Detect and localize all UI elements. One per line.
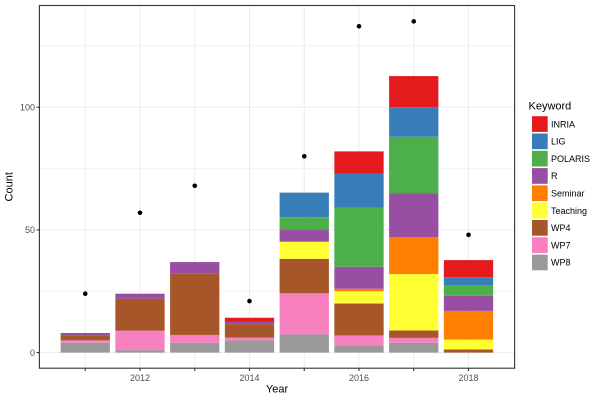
svg-text:R: R: [551, 171, 558, 181]
svg-text:100: 100: [20, 102, 35, 112]
svg-text:2018: 2018: [458, 373, 478, 383]
svg-text:50: 50: [25, 225, 35, 235]
svg-text:Seminar: Seminar: [551, 188, 585, 198]
svg-text:0: 0: [30, 348, 35, 358]
svg-text:2014: 2014: [239, 373, 259, 383]
svg-text:WP8: WP8: [551, 258, 571, 268]
svg-text:Year: Year: [266, 384, 289, 396]
svg-text:POLARIS: POLARIS: [551, 154, 590, 164]
svg-text:Keyword: Keyword: [529, 101, 572, 113]
svg-text:INRIA: INRIA: [551, 119, 575, 129]
svg-text:WP4: WP4: [551, 223, 571, 233]
svg-text:2016: 2016: [349, 373, 369, 383]
svg-text:Teaching: Teaching: [551, 206, 587, 216]
svg-text:WP7: WP7: [551, 240, 571, 250]
svg-text:2012: 2012: [130, 373, 150, 383]
svg-text:Count: Count: [4, 172, 16, 201]
svg-text:LIG: LIG: [551, 137, 566, 147]
